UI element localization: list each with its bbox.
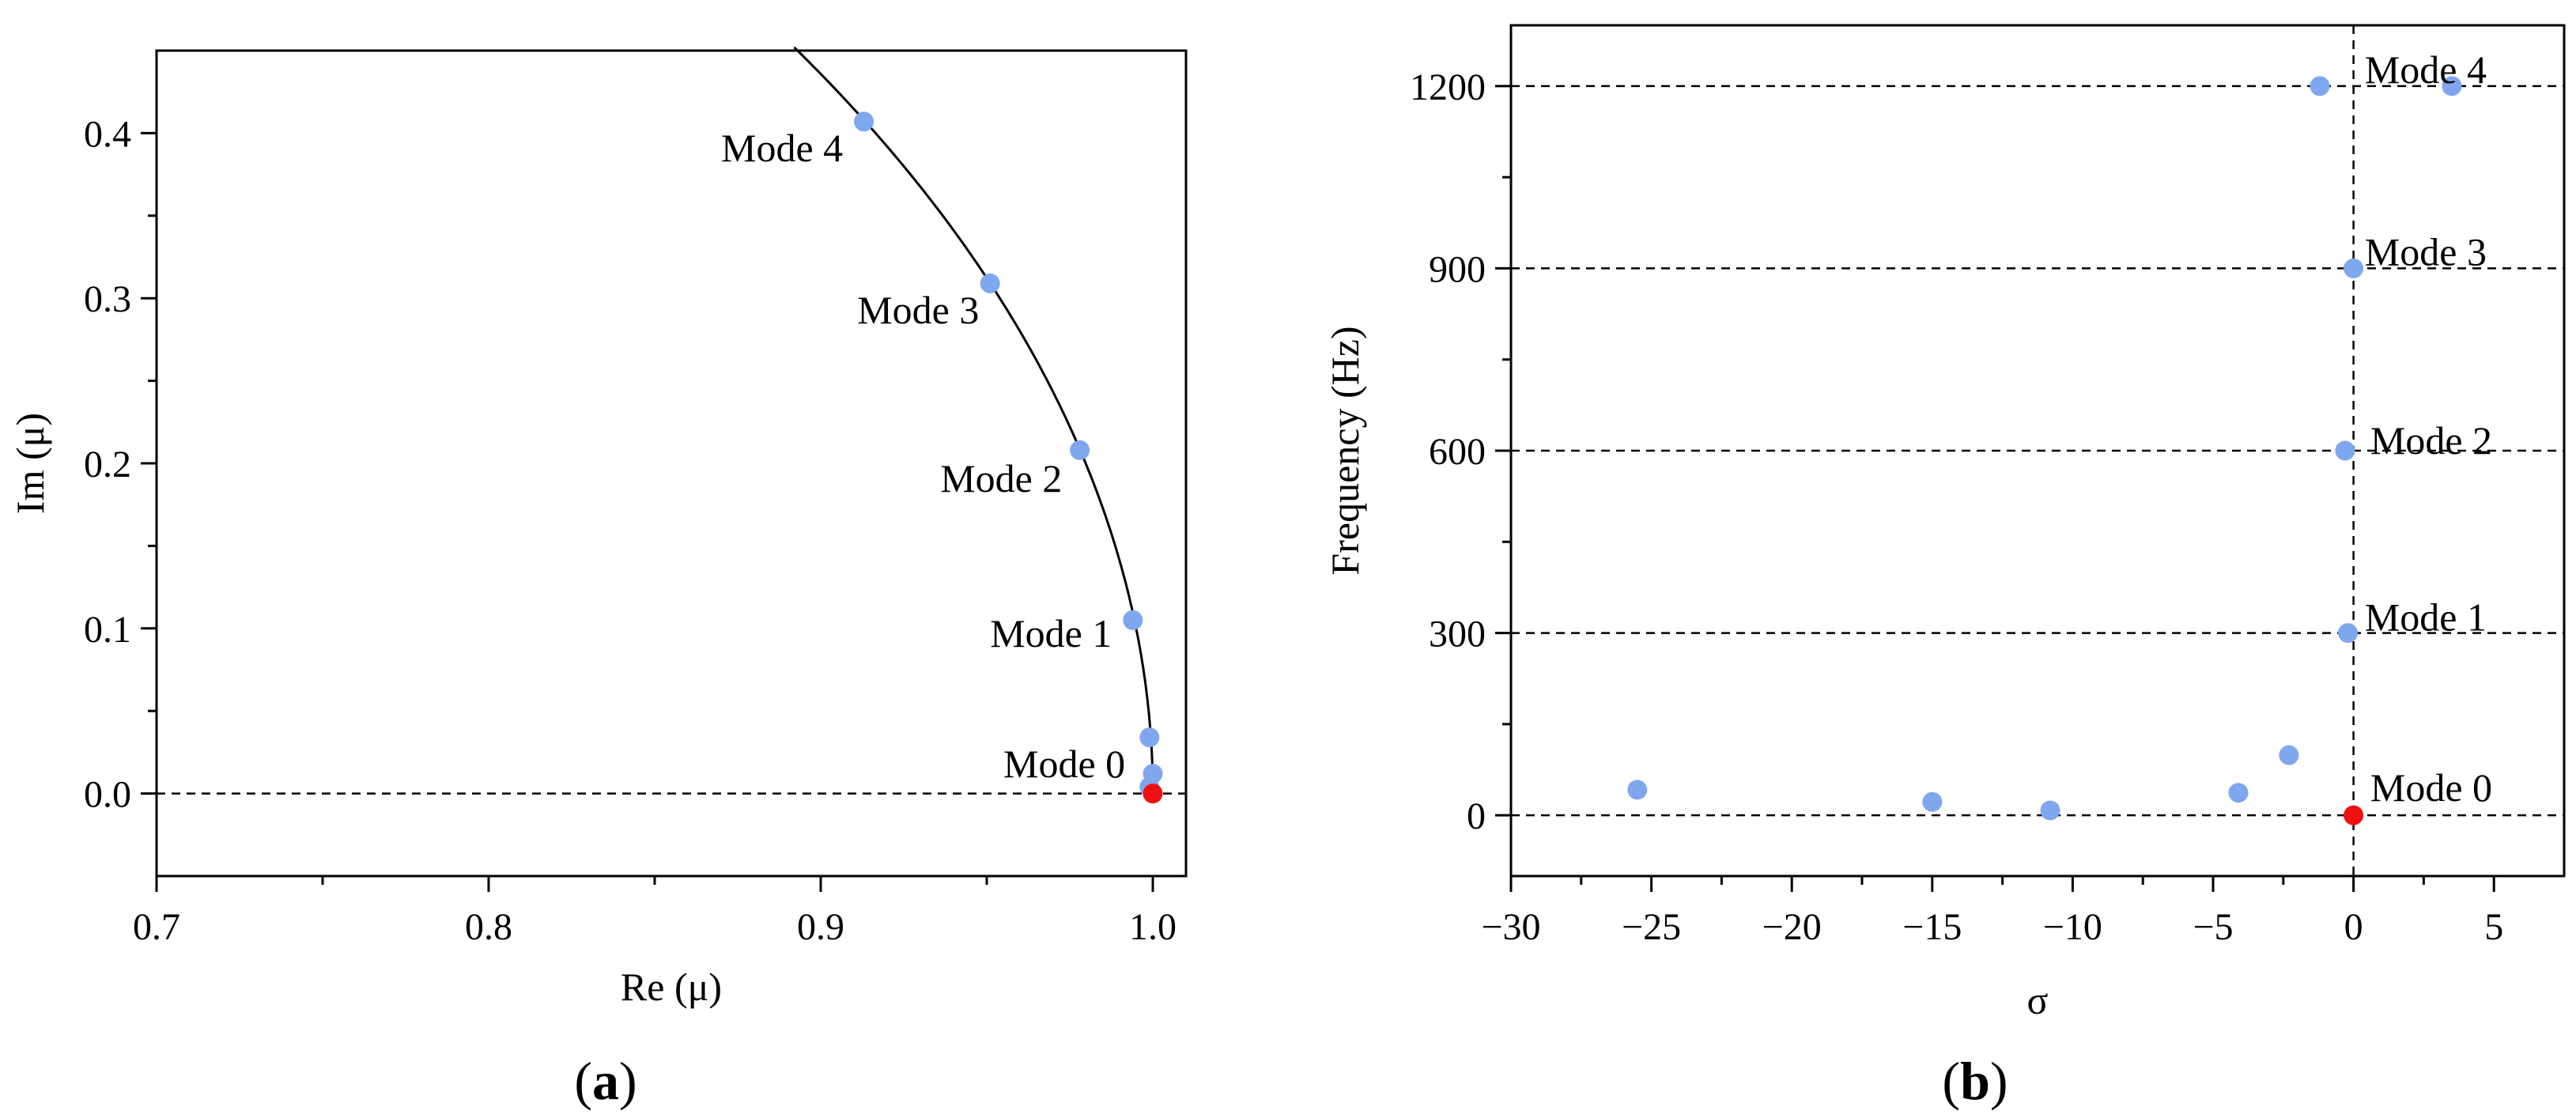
chart-b-x-tick-label: −25 xyxy=(1622,906,1681,948)
chart-a-y-tick-label: 0.0 xyxy=(84,774,131,816)
chart-b-y-tick-label: 0 xyxy=(1467,795,1486,837)
chart-b-x-tick-label: −10 xyxy=(2043,906,2102,948)
chart-b-y-tick-label: 600 xyxy=(1429,431,1486,473)
chart-a-y-tick-label: 0.3 xyxy=(84,278,131,320)
chart-a-point-0 xyxy=(854,111,874,132)
chart-b-point-3 xyxy=(2228,783,2249,803)
chart-a-point-3 xyxy=(1123,610,1143,630)
chart-a-y-tick-label: 0.4 xyxy=(84,113,131,155)
chart-a-point-2 xyxy=(1070,440,1090,460)
chart-a-point-1 xyxy=(980,273,1000,293)
chart-a-unit-circle-arc xyxy=(793,46,1154,794)
chart-a-y-tick-label: 0.1 xyxy=(84,609,131,651)
chart-a-annotation-mode: Mode 4 xyxy=(721,126,843,170)
chart-a-annotation-mode: Mode 2 xyxy=(940,456,1062,500)
panel-b-open: ( xyxy=(1942,1051,1960,1111)
chart-a-x-axis-label: Re (μ) xyxy=(621,965,722,1009)
chart-a-points xyxy=(854,111,1163,804)
chart-b-annotation-mode: Mode 3 xyxy=(2365,230,2487,274)
chart-a-point-4 xyxy=(1139,727,1160,748)
chart-b-annotations: Mode 4 Mode 3 Mode 2 Mode 1 Mode 0 xyxy=(2365,47,2492,810)
chart-a-x-tick-label: 0.9 xyxy=(797,906,844,948)
chart-b-x-tick-label: −20 xyxy=(1762,906,1822,948)
chart-b-point-0 xyxy=(1627,780,1648,800)
chart-b-ticks: −30 −25 −20 −15 −10 −5 0 5 0 300 600 900 1200 xyxy=(1410,66,2503,948)
chart-b-y-tick-label: 900 xyxy=(1429,248,1486,290)
panel-label-a: (a) xyxy=(574,1051,636,1111)
panel-label-b: (b) xyxy=(1942,1051,2008,1111)
chart-b-x-tick-label: −30 xyxy=(1481,906,1540,948)
chart-b-point-2 xyxy=(2040,800,2060,821)
chart-b-y-tick-label: 300 xyxy=(1429,614,1486,655)
chart-a-annotation-mode: Mode 0 xyxy=(1003,742,1125,786)
panel-b-letter: b xyxy=(1960,1051,1990,1111)
panel-a-letter: a xyxy=(592,1051,619,1111)
chart-a: Mode 4 Mode 3 Mode 2 Mode 1 Mode 0 0.7 0.8 0.9… xyxy=(8,46,1188,1111)
chart-b-points xyxy=(1627,76,2462,825)
chart-b-annotation-mode: Mode 2 xyxy=(2370,418,2492,463)
chart-b-x-tick-label: −5 xyxy=(2193,906,2233,948)
chart-b-point-8 xyxy=(2335,440,2355,461)
chart-b-x-tick-label: −15 xyxy=(1902,906,1962,948)
panel-b-close: ) xyxy=(1990,1051,2008,1111)
chart-a-annotation-mode: Mode 3 xyxy=(857,288,979,332)
chart-b-point-5 xyxy=(2310,76,2330,96)
chart-a-x-tick-label: 0.8 xyxy=(465,906,512,948)
chart-a-annotation-mode: Mode 1 xyxy=(990,611,1112,655)
chart-b-point-7 xyxy=(2344,258,2364,278)
chart-b-y-tick-label: 1200 xyxy=(1410,66,1486,108)
chart-b-annotation-mode: Mode 1 xyxy=(2365,595,2487,640)
chart-b-annotation-mode: Mode 4 xyxy=(2365,47,2487,92)
panel-a-close: ) xyxy=(619,1051,637,1111)
chart-a-annotations: Mode 4 Mode 3 Mode 2 Mode 1 Mode 0 xyxy=(721,126,1125,786)
chart-a-point-7 xyxy=(1143,784,1163,804)
chart-b-point-4 xyxy=(2279,745,2299,765)
chart-b-x-tick-label: 0 xyxy=(2344,906,2363,948)
chart-a-x-tick-label: 1.0 xyxy=(1129,906,1177,948)
panel-a-open: ( xyxy=(574,1051,592,1111)
chart-a-x-tick-label: 0.7 xyxy=(133,906,180,948)
chart-a-ticks: 0.7 0.8 0.9 1.0 0.0 0.1 0.2 0.3 0.4 xyxy=(84,113,1177,948)
chart-b-x-tick-label: 5 xyxy=(2484,906,2503,948)
chart-b-annotation-mode: Mode 0 xyxy=(2370,765,2492,810)
chart-b-point-6 xyxy=(2442,76,2462,96)
chart-b-point-9 xyxy=(2337,623,2358,644)
chart-b: Mode 4 Mode 3 Mode 2 Mode 1 Mode 0 −30 −25 −20… xyxy=(1323,24,2566,1111)
chart-b-point-1 xyxy=(1922,791,1943,812)
chart-a-y-tick-label: 0.2 xyxy=(84,444,131,485)
chart-b-point-10 xyxy=(2344,805,2364,825)
chart-b-x-axis-label: σ xyxy=(2027,978,2049,1022)
chart-b-y-axis-label: Frequency (Hz) xyxy=(1323,326,1367,575)
chart-a-y-axis-label: Im (μ) xyxy=(8,413,52,514)
